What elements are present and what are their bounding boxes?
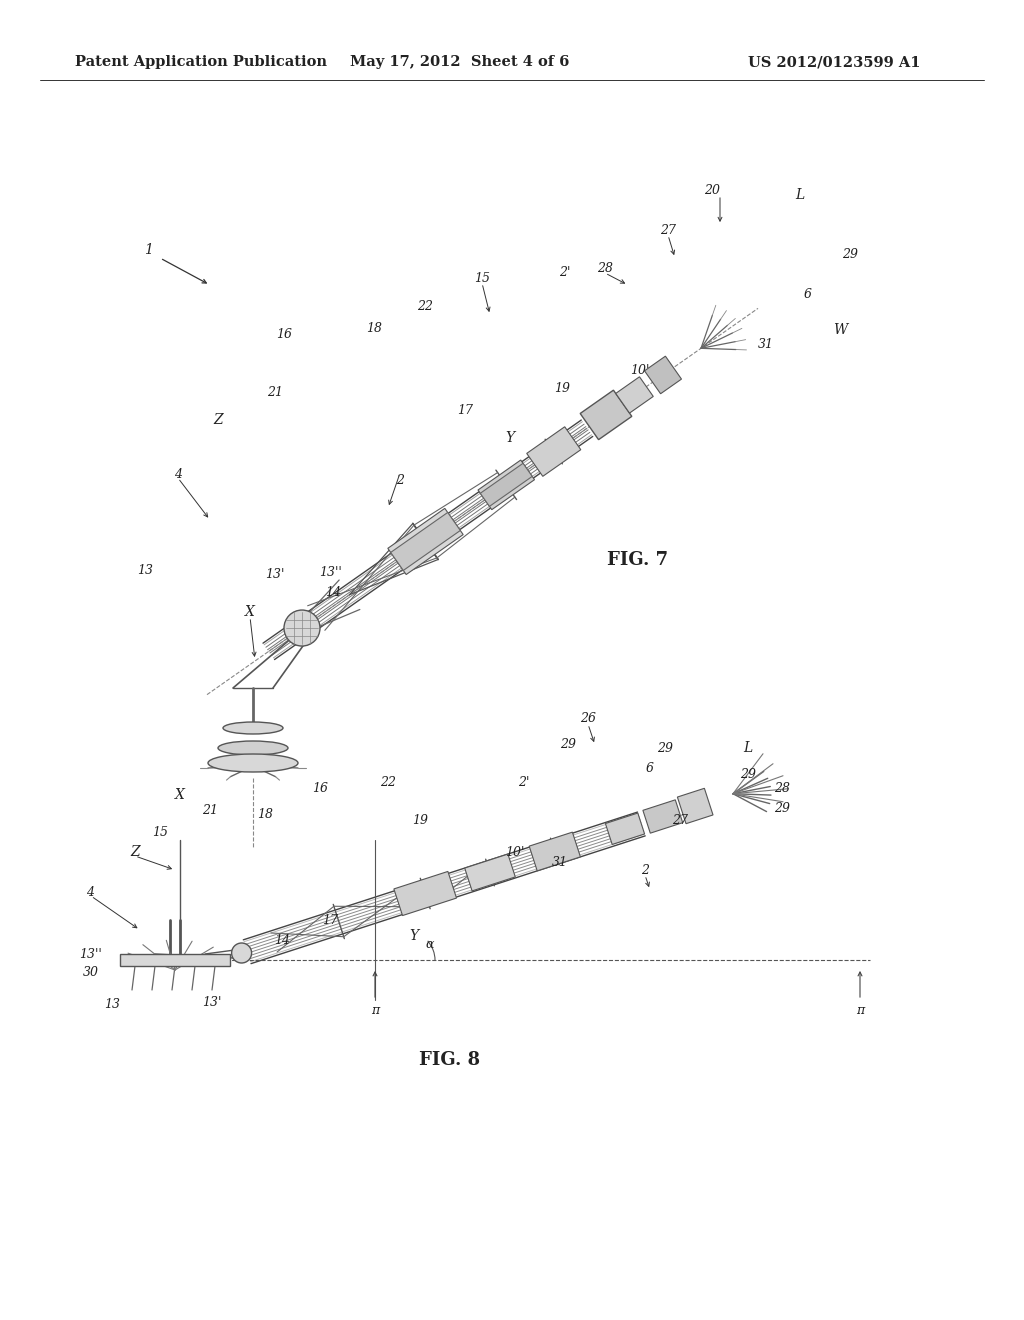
Text: 27: 27	[660, 223, 676, 236]
Text: 14: 14	[325, 586, 341, 598]
Polygon shape	[615, 376, 653, 413]
Text: X: X	[245, 605, 255, 619]
Circle shape	[231, 942, 252, 964]
Text: α: α	[426, 939, 434, 952]
Text: 22: 22	[417, 300, 433, 313]
Text: 14: 14	[274, 933, 290, 946]
Text: 27: 27	[672, 813, 688, 826]
Text: 2: 2	[396, 474, 404, 487]
Text: X: X	[175, 788, 185, 803]
Text: 10': 10'	[631, 363, 649, 376]
Text: L: L	[796, 187, 805, 202]
Text: 21: 21	[267, 387, 283, 400]
Text: 13': 13'	[203, 995, 221, 1008]
Text: 28: 28	[597, 261, 613, 275]
Text: 31: 31	[758, 338, 774, 351]
Text: Y: Y	[410, 929, 419, 942]
Text: π: π	[856, 1003, 864, 1016]
Ellipse shape	[208, 754, 298, 772]
Text: 4: 4	[174, 469, 182, 482]
Polygon shape	[394, 871, 457, 916]
Text: W: W	[833, 323, 847, 337]
Text: 2: 2	[641, 863, 649, 876]
Polygon shape	[465, 854, 515, 891]
Text: 18: 18	[257, 808, 273, 821]
Text: L: L	[743, 741, 753, 755]
Polygon shape	[678, 788, 713, 824]
Text: 26: 26	[580, 711, 596, 725]
Text: Z: Z	[213, 413, 223, 426]
Polygon shape	[605, 813, 644, 845]
Text: 17: 17	[322, 913, 338, 927]
Text: 16: 16	[276, 329, 292, 342]
Text: 13'': 13''	[318, 565, 341, 578]
Text: 17: 17	[457, 404, 473, 417]
Text: 19: 19	[554, 381, 570, 395]
Text: 6: 6	[646, 762, 654, 775]
Text: May 17, 2012  Sheet 4 of 6: May 17, 2012 Sheet 4 of 6	[350, 55, 569, 69]
Polygon shape	[480, 463, 532, 507]
Text: 1: 1	[143, 243, 153, 257]
Text: 10': 10'	[505, 846, 524, 858]
Text: 13: 13	[104, 998, 120, 1011]
Text: FIG. 8: FIG. 8	[420, 1051, 480, 1069]
Polygon shape	[644, 356, 682, 393]
Text: 4: 4	[86, 886, 94, 899]
Circle shape	[284, 610, 319, 645]
Text: US 2012/0123599 A1: US 2012/0123599 A1	[748, 55, 920, 69]
Text: 29: 29	[774, 801, 790, 814]
Polygon shape	[643, 800, 683, 833]
Ellipse shape	[218, 741, 288, 755]
Text: 15: 15	[474, 272, 490, 285]
Text: 31: 31	[552, 855, 568, 869]
Text: π: π	[371, 1003, 379, 1016]
Text: 29: 29	[740, 768, 756, 781]
Text: 22: 22	[380, 776, 396, 788]
Text: 20: 20	[705, 183, 720, 197]
Text: 2': 2'	[559, 265, 570, 279]
Polygon shape	[529, 832, 581, 871]
Text: Y: Y	[506, 432, 515, 445]
Polygon shape	[120, 954, 230, 966]
Text: Z: Z	[130, 845, 140, 859]
Text: 16: 16	[312, 781, 328, 795]
Text: 13': 13'	[265, 569, 285, 582]
Polygon shape	[581, 391, 632, 440]
Text: 15: 15	[152, 825, 168, 838]
Text: 29: 29	[560, 738, 575, 751]
Text: 29: 29	[842, 248, 858, 261]
Text: 2': 2'	[518, 776, 529, 788]
Ellipse shape	[223, 722, 283, 734]
Text: 28: 28	[774, 781, 790, 795]
Text: 29: 29	[657, 742, 673, 755]
Text: 21: 21	[202, 804, 218, 817]
Text: 18: 18	[366, 322, 382, 334]
Text: 13'': 13''	[80, 949, 102, 961]
Polygon shape	[388, 508, 463, 574]
Polygon shape	[478, 461, 535, 510]
Polygon shape	[526, 426, 581, 477]
Text: FIG. 7: FIG. 7	[607, 550, 669, 569]
Text: 13: 13	[137, 564, 153, 577]
Text: 19: 19	[412, 813, 428, 826]
Text: Patent Application Publication: Patent Application Publication	[75, 55, 327, 69]
Text: 6: 6	[804, 289, 812, 301]
Text: 30: 30	[83, 965, 99, 978]
Polygon shape	[391, 512, 461, 570]
